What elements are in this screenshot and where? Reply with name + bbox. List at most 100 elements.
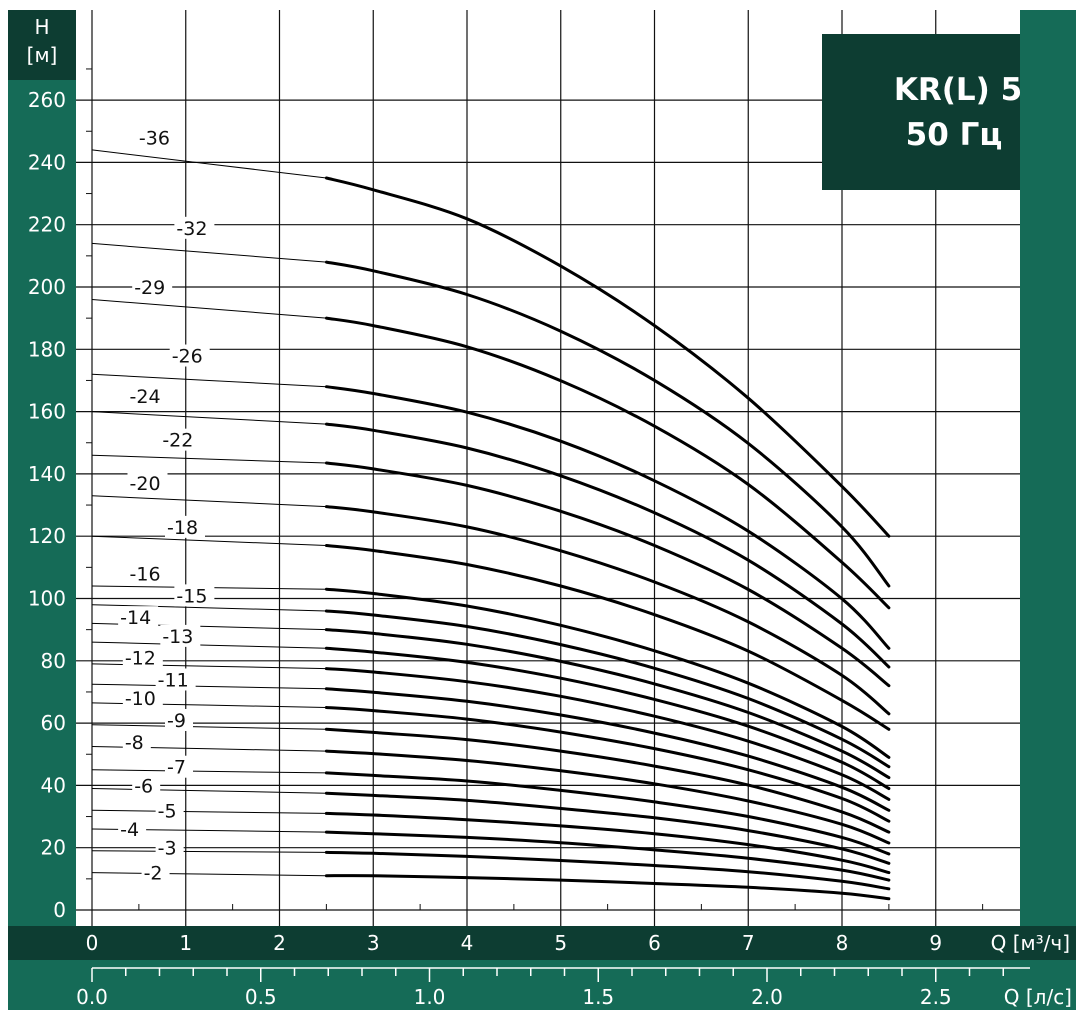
curve-line-thin [91,683,327,690]
x-axis-label: Q [м³/ч] [991,931,1070,955]
model-badge-frequency: 50 Гц [906,117,1003,153]
curve-line-thin [91,535,327,546]
curve-line-thin [91,299,327,319]
x2-axis-label: Q [л/с] [1004,985,1072,1009]
curve-line-operating [324,850,891,891]
curve-line-thin [91,242,327,263]
x-tick-label: 2 [273,931,286,955]
curve-line-thin [91,663,327,670]
y-axis-label-line2: [м] [27,43,58,67]
x-tick-label: 9 [929,931,942,955]
curve-line-operating [324,544,891,731]
curve-label: -8 [125,732,144,754]
x-tick-label: 0 [86,931,99,955]
curve-line-operating [324,587,891,759]
y-tick-label: 260 [28,88,66,112]
y-tick-label: 160 [28,400,66,424]
curve-line-operating [324,771,891,856]
curve-line-thin [91,850,327,853]
curve-label-bg [165,708,193,731]
curve-line-thin [91,411,327,425]
curve-label: -5 [158,800,177,822]
model-badge-name: KR(L) 5 [894,72,1022,108]
y-tick-label: 100 [28,587,66,611]
curve-line-thin [91,788,327,794]
y-tick-label: 20 [41,836,66,860]
curve-label: -22 [162,430,193,452]
curve-line-operating [324,422,891,669]
curve-line-operating [324,811,891,875]
curve-label-bg [122,687,163,710]
curve-line-operating [324,727,891,834]
curve-label: -18 [167,517,198,539]
curve-line-operating [324,791,891,865]
x-axis-band [8,926,1076,960]
y-tick-label: 0 [53,898,66,922]
curve-label: -2 [144,863,163,885]
curve-label-bg [122,646,163,669]
curve-label: -11 [158,669,189,691]
y-tick-label: 220 [28,213,66,237]
curve-line-operating [324,667,891,801]
curve-labels: -2 -3 -4 -5-6 -7 -8 -9 -10-11-12 -13 -14 -15 -16 -18… [118,126,215,885]
curve-line-thin [91,828,327,833]
x2-axis-ticks: 0.0 0.5 1.0 1.5 2.0 2.5 [76,967,1030,1009]
curve-line-thin [91,495,327,508]
curve-label-bg [132,276,173,298]
x-tick-label: 5 [554,931,567,955]
curve-label-bg [155,799,184,822]
curve-label-bg [165,515,205,538]
x-axis-ticks: 0 1 2 3 4 5 6 7 8 9 [86,931,942,955]
curve-line-operating [324,706,891,823]
curve-label: -14 [120,607,151,629]
curve-line-thin [91,622,327,631]
curve-line-thin [91,641,327,649]
curve-label-bg [132,774,161,797]
curve-series [91,149,891,901]
curve-label: -7 [167,757,186,779]
curve-label-bg [174,216,215,239]
x-tick-label: 4 [461,931,474,955]
curve-label-bg [155,836,184,859]
curve-line-thin [91,809,327,814]
curve-line-operating [324,176,891,538]
curve-label: -6 [134,775,153,797]
curve-line-operating [324,687,891,812]
y-tick-label: 180 [28,337,66,361]
curve-line-operating [324,830,891,882]
curve-label: -13 [162,626,193,648]
curve-label: -4 [120,819,139,841]
x2-tick-label: 2.5 [920,985,952,1009]
y-tick-label: 140 [28,462,66,486]
axis-title-box [8,10,76,80]
x-tick-label: 3 [367,931,380,955]
curve-label: -32 [176,218,207,240]
curve-line-thin [91,604,327,612]
x2-tick-label: 1.5 [582,985,614,1009]
curve-label: -36 [139,127,170,149]
curve-line-thin [91,149,327,179]
curve-line-operating [324,749,891,845]
curve-label-bg [118,818,147,841]
curve-label: -10 [125,688,156,710]
curve-line-operating [324,505,891,716]
curve-label: -9 [167,710,186,732]
curve-label-bg [141,861,170,884]
curve-label-bg [127,472,168,495]
curve-line-thin [91,373,327,388]
x-tick-label: 8 [836,931,849,955]
curve-label-bg [127,562,168,585]
curve-label: -12 [125,648,156,670]
curve-line-operating [324,461,891,688]
curve-line-operating [324,260,891,588]
x2-tick-label: 0.0 [76,985,108,1009]
curve-label-bg [160,624,201,647]
y-tick-label: 60 [41,711,66,735]
curve-line-operating [324,316,891,610]
x-tick-label: 1 [179,931,192,955]
curve-line-thin [91,702,327,708]
curve-label-bg [155,668,196,691]
curve-label-bg [122,730,151,753]
left-axis-panel [8,10,76,926]
